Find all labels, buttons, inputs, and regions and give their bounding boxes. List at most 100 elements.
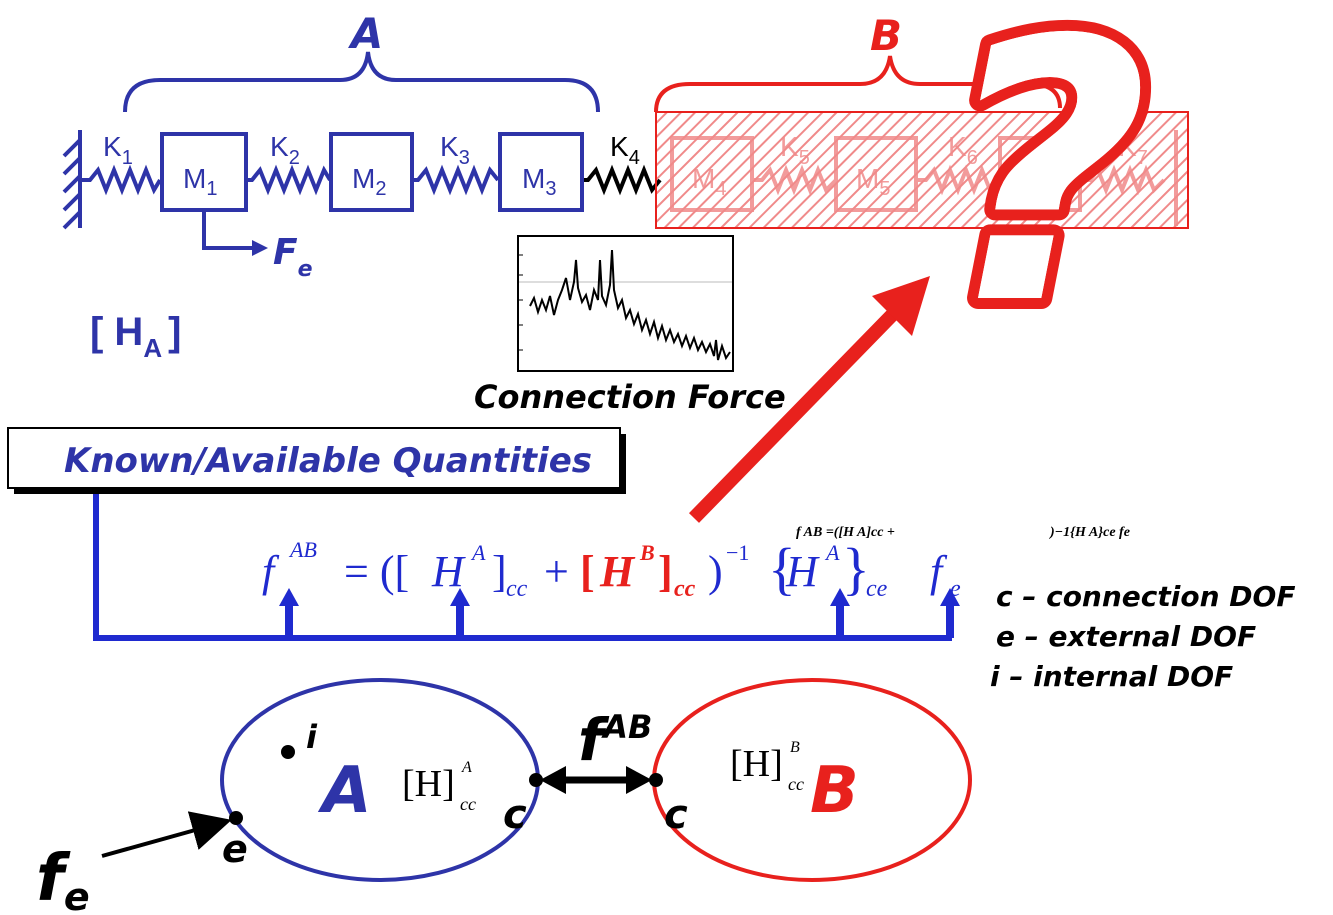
hcc-b: [H] B cc <box>730 739 804 794</box>
connection-label-b: c <box>664 792 688 838</box>
external-dof-point <box>229 811 243 825</box>
mass-label-m4: M4 <box>692 163 726 200</box>
spring-label-k1: K1 <box>103 131 133 169</box>
eq-f-sup: AB <box>288 537 317 562</box>
brace-a-label: A <box>348 9 384 58</box>
eq-hce: H <box>785 547 820 596</box>
spring-k5 <box>752 164 838 196</box>
spring-label-k4: K4 <box>610 131 640 169</box>
known-box <box>7 427 621 489</box>
mass-label-m5: M5 <box>856 163 890 200</box>
eq-brace-close: } <box>842 536 870 601</box>
hcc-a-matrix: [H] <box>402 763 455 805</box>
unknown-b-content: M4 M5 M6 K5 K6 K7 <box>670 130 1178 226</box>
substructure-b-label: B <box>810 754 859 828</box>
eq-ha: H <box>431 547 466 596</box>
connection-point-a <box>529 773 543 787</box>
eq-hce-sup: A <box>824 540 840 565</box>
eq-hce-sub: ce <box>866 576 888 602</box>
mass-m5 <box>834 136 918 212</box>
plot-caption: Connection Force <box>474 378 786 416</box>
force-arrow-fe <box>202 210 268 256</box>
hcc-a-sup: A <box>461 759 472 776</box>
mass-m6 <box>998 136 1082 212</box>
question-mark-inner: ? <box>941 0 1150 383</box>
eq-hb-sub: cc <box>674 576 696 602</box>
eq-ha-close: ] <box>492 547 507 596</box>
spring-k6 <box>916 164 1002 196</box>
hcc-b-sup: B <box>790 739 800 756</box>
mass-m3 <box>498 132 584 212</box>
eq-f: f <box>262 547 280 596</box>
spring-label-k7: K7 <box>1118 131 1148 169</box>
eq-fe-sub: e <box>950 576 961 602</box>
connection-point-b <box>649 773 663 787</box>
question-mark-icon: ? <box>941 0 1150 383</box>
spring-k7 <box>1080 164 1166 196</box>
dof-legend: c – connection DOF e – external DOF i – … <box>990 580 1295 693</box>
mass-m2 <box>329 132 414 212</box>
eq-hb-sup: B <box>639 540 655 565</box>
external-force-label: fe <box>36 842 90 915</box>
internal-dof-point <box>281 745 295 759</box>
spring-label-k2: K2 <box>270 131 300 169</box>
brace-b-label: B <box>870 11 902 60</box>
eq-inv-sup: −1 <box>726 540 749 565</box>
eq-fe: f <box>930 547 948 596</box>
connection-force-plot <box>517 235 734 372</box>
eq-brace: { <box>768 536 796 601</box>
plot-ticks <box>518 254 523 351</box>
substructure-a-label: A <box>317 754 372 828</box>
legend-item-c: c – connection DOF <box>996 580 1295 613</box>
substructure-a <box>220 678 540 882</box>
hcc-a-sub: cc <box>460 794 476 814</box>
spring-label-k6: K6 <box>948 131 978 169</box>
external-force-arrow <box>101 811 232 858</box>
eq-equals: = ([ <box>344 547 409 596</box>
brace-b <box>654 55 1062 113</box>
hcc-a: [H] A cc <box>402 759 476 814</box>
connection-double-arrow <box>540 766 652 794</box>
equation: f AB = ([ H A ] cc + [ H B ] cc ) −1 { H… <box>262 525 1130 602</box>
plot-frame <box>517 235 734 372</box>
spring-k3 <box>412 164 500 196</box>
mass-label-m1: M1 <box>183 163 217 200</box>
hcc-b-matrix: [H] <box>730 743 783 785</box>
spring-k1 <box>80 164 162 196</box>
mass-label-m3: M3 <box>522 163 556 200</box>
mass-label-m2: M2 <box>352 163 386 200</box>
spring-label-k3: K3 <box>440 131 470 169</box>
known-pointer-arrows <box>279 588 960 638</box>
ha-matrix-label: [ HA] <box>90 310 181 363</box>
mass-m4 <box>670 136 754 212</box>
eq-ha-sub: cc <box>506 576 528 602</box>
eq-hb: H <box>599 547 636 596</box>
connection-force-label: fAB <box>578 706 652 774</box>
fixed-wall <box>62 130 82 230</box>
known-box-label: Known/Available Quantities <box>64 441 592 481</box>
brace-a <box>123 51 600 113</box>
eq-inv-paren: ) <box>708 547 723 596</box>
eq-garbled-right: )−1{H A}ce fe <box>1048 525 1130 540</box>
external-dof-label: e <box>222 827 248 871</box>
legend-item-i: i – internal DOF <box>990 660 1233 693</box>
known-bracket <box>93 494 952 641</box>
unknown-arrow <box>688 276 930 523</box>
spring-k4 <box>582 164 662 196</box>
mass-label-m6: M6 <box>1018 163 1052 200</box>
spring-label-k5: K5 <box>780 131 810 169</box>
plot-spectrum <box>529 249 731 361</box>
eq-hb-open: [ <box>580 547 595 596</box>
legend-item-e: e – external DOF <box>996 620 1256 653</box>
eq-ha-sup: A <box>470 540 486 565</box>
force-label-fe: Fe <box>273 232 313 282</box>
internal-dof-label: i <box>306 718 318 756</box>
eq-plus: + <box>544 547 569 596</box>
spring-k2 <box>245 164 332 196</box>
spring-labels: K1 K2 K3 K4 <box>103 131 640 169</box>
eq-hb-close: ] <box>658 547 673 596</box>
hcc-b-sub: cc <box>788 774 804 794</box>
eq-garbled-left: f AB =([H A]cc + <box>796 525 895 540</box>
connection-label-a: c <box>503 792 527 838</box>
